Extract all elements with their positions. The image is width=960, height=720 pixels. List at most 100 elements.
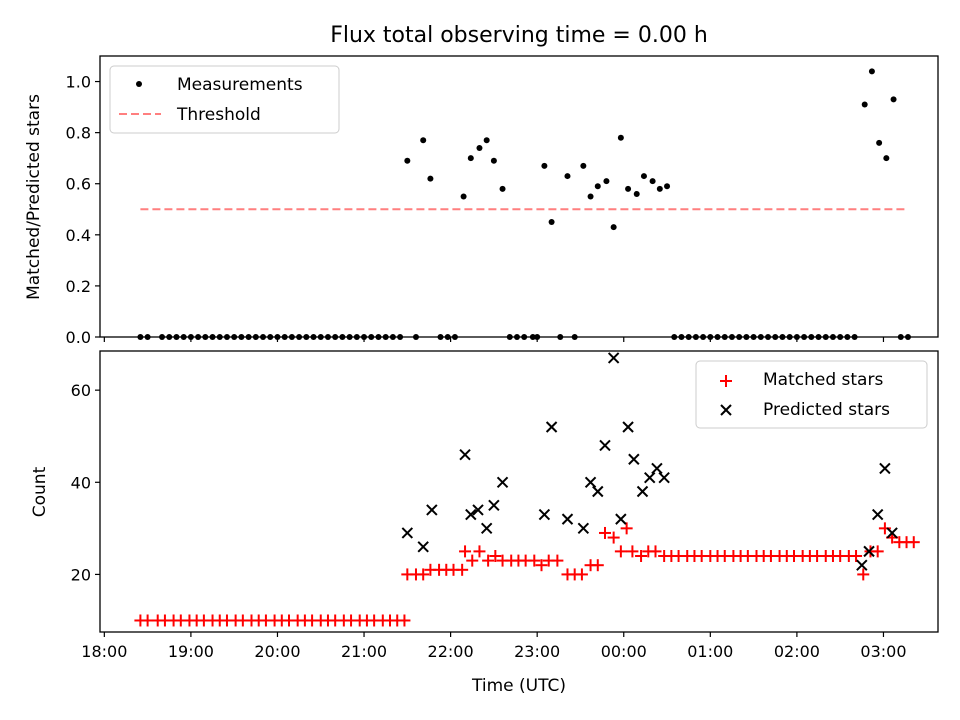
- predicted-star-point: [480, 522, 493, 535]
- measurement-point: [476, 144, 483, 151]
- chart-title: Flux total observing time = 0.00 h: [330, 23, 708, 48]
- measurement-point: [460, 193, 467, 200]
- measurement-point: [587, 193, 594, 200]
- x-tick-label: 02:00: [774, 642, 820, 661]
- matched-star-point: [614, 545, 627, 558]
- predicted-star-point: [599, 439, 611, 452]
- matched-star-point: [489, 549, 502, 562]
- top-y-axis-label: Matched/Predicted stars: [24, 94, 44, 300]
- predicted-star-point: [417, 541, 429, 553]
- predicted-star-point: [871, 508, 884, 521]
- predicted-star-point: [863, 545, 875, 558]
- bottom-panel-axes: 18:00 19:00 20:00 21:00 22:00 23:00 00:00 01:00…: [71, 381, 907, 661]
- matched-star-point: [456, 563, 469, 576]
- matched-star-point: [635, 549, 648, 562]
- x-tick-label: 19:00: [168, 642, 214, 661]
- measurement-point: [541, 162, 548, 169]
- measurement-point: [640, 173, 647, 180]
- measurement-point: [617, 134, 624, 141]
- legend-measurements-label: Measurements: [177, 75, 303, 95]
- predicted-star-point: [545, 421, 558, 433]
- predicted-star-point: [584, 476, 597, 488]
- bottom-panel: 18:00 19:00 20:00 21:00 22:00 23:00 00:00 01:00…: [30, 350, 939, 696]
- bottom-panel-frame: [99, 350, 939, 633]
- bottom-y-axis-label: Count: [30, 466, 50, 517]
- matched-star-point: [575, 568, 588, 581]
- matched-star-point: [907, 536, 920, 549]
- predicted-star-point: [401, 527, 414, 539]
- measurement-point: [603, 178, 610, 185]
- predicted-star-point: [488, 499, 500, 512]
- measurement-point: [420, 137, 427, 144]
- predicted-star-point: [651, 462, 663, 475]
- measurement-point: [467, 155, 474, 162]
- predicted-star-point: [561, 513, 574, 525]
- top-y-tick-label: 0.2: [66, 277, 91, 296]
- measurement-point: [499, 185, 506, 192]
- measurement-point: [594, 183, 601, 190]
- predicted-star-point: [628, 453, 640, 465]
- measurement-point: [483, 137, 490, 144]
- x-tick-label: 03:00: [860, 642, 906, 661]
- bottom-y-tick-label: 60: [71, 381, 91, 400]
- top-y-tick-label: 0.8: [66, 124, 91, 143]
- matched-star-point: [871, 545, 884, 558]
- predicted-star-point: [622, 421, 634, 433]
- x-tick-label: 18:00: [81, 642, 127, 661]
- matched-star-point: [528, 554, 541, 567]
- top-panel-axes: 0.0 0.2 0.4 0.6 0.8 1.0: [66, 73, 885, 347]
- measurement-point: [890, 96, 897, 103]
- predicted-star-point: [879, 462, 891, 475]
- top-y-tick-label: 1.0: [66, 73, 91, 92]
- predicted-star-point: [644, 471, 656, 484]
- bottom-y-tick-label: 40: [71, 473, 91, 492]
- predicted-star-point: [658, 471, 670, 484]
- x-tick-label: 21:00: [341, 642, 387, 661]
- predicted-star-point: [886, 527, 898, 539]
- measurement-point: [883, 155, 890, 162]
- predicted-star-point: [592, 485, 604, 498]
- measurement-point: [656, 185, 663, 192]
- predicted-star-point: [607, 352, 620, 364]
- x-tick-label: 00:00: [601, 642, 647, 661]
- bottom-panel-marks: [134, 352, 920, 627]
- measurement-point: [633, 190, 640, 197]
- matched-star-point: [141, 614, 154, 627]
- measurement-point: [649, 178, 656, 185]
- legend-predicted-marker: [720, 404, 732, 416]
- bottom-y-tick-label: 20: [71, 565, 91, 584]
- matched-star-point: [591, 559, 604, 572]
- measurement-point: [548, 219, 555, 226]
- x-tick-label: 20:00: [254, 642, 300, 661]
- matched-star-point: [551, 554, 564, 567]
- matched-star-point: [459, 545, 472, 558]
- measurement-point: [404, 157, 411, 164]
- top-y-tick-label: 0.0: [66, 328, 91, 347]
- x-tick-label: 01:00: [687, 642, 733, 661]
- predicted-star-point: [426, 504, 438, 516]
- top-panel: 0.0 0.2 0.4 0.6 0.8 1.0 Matched/Predicted sta…: [24, 55, 939, 347]
- predicted-star-point: [496, 476, 509, 488]
- top-y-tick-label: 0.6: [66, 175, 91, 194]
- matched-star-point: [857, 568, 870, 581]
- measurement-point: [580, 162, 587, 169]
- bottom-legend: Matched stars Predicted stars: [695, 360, 928, 429]
- x-tick-label: 23:00: [514, 642, 560, 661]
- predicted-star-point: [615, 513, 627, 525]
- matched-star-point: [417, 568, 430, 581]
- top-y-tick-label: 0.4: [66, 226, 91, 245]
- measurement-point: [868, 68, 875, 75]
- predicted-star-point: [465, 508, 477, 521]
- predicted-star-point: [636, 485, 649, 498]
- predicted-star-point: [577, 522, 590, 535]
- x-tick-label: 22:00: [428, 642, 474, 661]
- matched-star-point: [598, 526, 611, 539]
- measurement-point: [564, 173, 571, 180]
- matched-star-point: [607, 531, 620, 544]
- matched-star-point: [473, 545, 486, 558]
- measurement-point: [610, 224, 617, 231]
- matched-star-point: [398, 614, 411, 627]
- top-legend: Measurements Threshold: [109, 65, 340, 134]
- measurement-point: [490, 157, 497, 164]
